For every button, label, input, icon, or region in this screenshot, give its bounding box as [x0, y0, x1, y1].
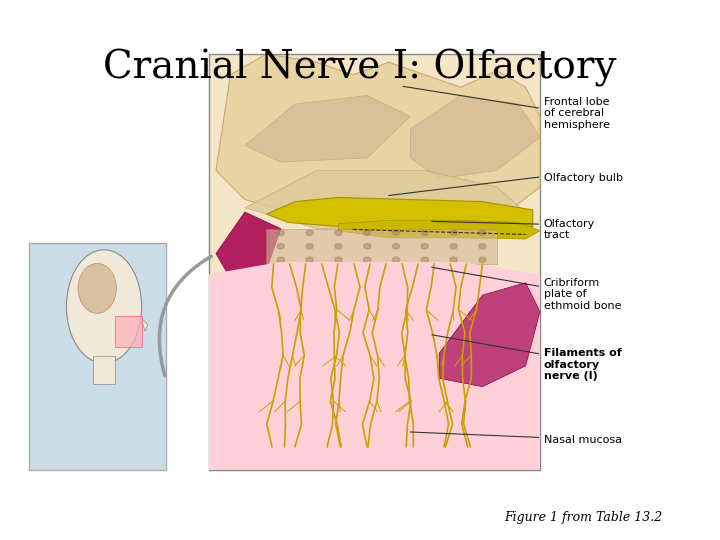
Circle shape — [421, 257, 428, 262]
Circle shape — [421, 244, 428, 249]
Circle shape — [450, 244, 457, 249]
FancyBboxPatch shape — [115, 315, 143, 347]
Text: Cranial Nerve I: Olfactory: Cranial Nerve I: Olfactory — [103, 49, 617, 86]
FancyBboxPatch shape — [93, 356, 115, 383]
Circle shape — [450, 230, 457, 235]
Text: Frontal lobe
of cerebral
hemisphere: Frontal lobe of cerebral hemisphere — [544, 97, 610, 130]
Text: Nasal mucosa: Nasal mucosa — [544, 435, 621, 445]
Circle shape — [479, 230, 486, 235]
Circle shape — [306, 230, 313, 235]
Text: Olfactory bulb: Olfactory bulb — [544, 173, 623, 183]
Circle shape — [392, 244, 400, 249]
Circle shape — [306, 244, 313, 249]
Polygon shape — [410, 96, 540, 179]
Polygon shape — [216, 54, 540, 228]
Circle shape — [421, 230, 428, 235]
FancyArrowPatch shape — [159, 256, 211, 376]
Text: Olfactory
tract: Olfactory tract — [544, 219, 595, 240]
Circle shape — [364, 257, 371, 262]
Polygon shape — [439, 283, 540, 387]
Polygon shape — [141, 318, 148, 332]
Text: Cribriform
plate of
ethmoid bone: Cribriform plate of ethmoid bone — [544, 278, 621, 311]
Circle shape — [277, 244, 284, 249]
Polygon shape — [266, 198, 533, 231]
FancyBboxPatch shape — [266, 228, 497, 264]
Circle shape — [335, 257, 342, 262]
FancyBboxPatch shape — [209, 54, 540, 470]
Circle shape — [335, 244, 342, 249]
Circle shape — [364, 230, 371, 235]
Circle shape — [392, 230, 400, 235]
Polygon shape — [245, 171, 526, 228]
Polygon shape — [216, 212, 281, 279]
Circle shape — [364, 244, 371, 249]
Circle shape — [335, 230, 342, 235]
Polygon shape — [245, 96, 410, 162]
Circle shape — [479, 244, 486, 249]
Circle shape — [277, 230, 284, 235]
Ellipse shape — [66, 250, 142, 363]
Text: Figure 1 from Table 13.2: Figure 1 from Table 13.2 — [504, 511, 662, 524]
Circle shape — [277, 257, 284, 262]
Ellipse shape — [78, 264, 117, 313]
Circle shape — [392, 257, 400, 262]
FancyBboxPatch shape — [29, 243, 166, 470]
Polygon shape — [338, 220, 540, 239]
Circle shape — [479, 257, 486, 262]
Circle shape — [306, 257, 313, 262]
Polygon shape — [209, 262, 540, 470]
Circle shape — [450, 257, 457, 262]
Text: Filaments of
olfactory
nerve (I): Filaments of olfactory nerve (I) — [544, 348, 621, 381]
